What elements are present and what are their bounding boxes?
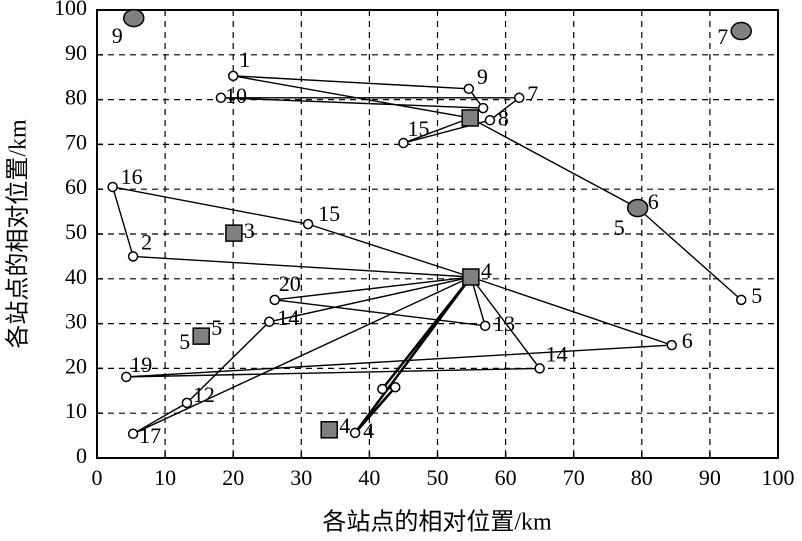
y-tick-label: 10	[65, 398, 87, 423]
station	[463, 83, 475, 95]
point-label: 5	[179, 329, 190, 354]
point-label: 4	[363, 418, 374, 443]
point-label: 19	[130, 352, 152, 377]
y-tick-label: 0	[76, 443, 87, 468]
station	[264, 316, 275, 328]
point-label: 6	[682, 328, 693, 353]
x-tick-label: 50	[427, 465, 449, 490]
point-label: 3	[244, 218, 255, 243]
station	[215, 92, 227, 104]
station	[107, 181, 118, 193]
x-tick-label: 10	[154, 465, 176, 490]
route	[126, 276, 672, 378]
station	[666, 339, 678, 351]
station	[377, 383, 388, 395]
plot-frame	[96, 9, 779, 459]
point-label: 1	[239, 47, 250, 72]
y-tick-label: 30	[65, 309, 87, 334]
point-label: 20	[279, 271, 301, 296]
route	[354, 276, 472, 434]
y-axis-title: 各站点的相对位置/km	[5, 119, 32, 349]
point-label: 9	[477, 64, 488, 89]
y-tick-label: 60	[65, 174, 87, 199]
x-tick-label: 40	[358, 465, 380, 490]
x-tick-label: 0	[92, 465, 103, 490]
x-tick-label: 80	[631, 465, 653, 490]
center	[626, 198, 649, 218]
station	[181, 397, 193, 409]
point-label: 16	[121, 164, 143, 189]
point-label: 5	[751, 283, 762, 308]
point-label: 7	[527, 81, 538, 106]
route	[274, 276, 487, 327]
y-tick-label: 40	[65, 264, 87, 289]
point-label: 5	[211, 315, 222, 340]
point-label: 10	[225, 83, 247, 108]
y-tick-label: 50	[65, 219, 87, 244]
depot	[192, 327, 210, 345]
station	[398, 137, 409, 149]
x-tick-label: 90	[699, 465, 721, 490]
center	[730, 21, 752, 41]
station	[735, 294, 747, 306]
y-tick-label: 70	[65, 129, 87, 154]
y-tick-label: 80	[65, 85, 87, 110]
depot	[225, 224, 243, 242]
station	[127, 428, 139, 440]
point-label: 15	[318, 201, 340, 226]
station	[390, 381, 401, 393]
point-label: 17	[139, 423, 161, 448]
station	[484, 114, 496, 126]
point-label: 7	[717, 24, 728, 49]
station	[127, 251, 139, 262]
route	[469, 117, 742, 301]
y-tick-label: 90	[65, 40, 87, 65]
point-label: 4	[481, 258, 492, 283]
station	[513, 92, 525, 104]
depot	[320, 421, 338, 439]
point-label: 5	[614, 215, 625, 240]
station	[121, 371, 132, 383]
station	[302, 218, 314, 230]
y-tick-label: 20	[65, 353, 87, 378]
point-label: 15	[407, 116, 429, 141]
x-tick-label: 20	[222, 465, 244, 490]
point-label: 14	[277, 305, 299, 330]
x-axis-title: 各站点的相对位置/km	[322, 509, 552, 536]
x-tick-label: 30	[290, 465, 312, 490]
x-tick-label: 100	[762, 465, 795, 490]
station	[269, 294, 280, 306]
point-label: 4	[339, 413, 350, 438]
route	[111, 186, 472, 278]
station	[534, 363, 545, 374]
station	[227, 70, 239, 82]
route	[132, 276, 472, 435]
point-label: 12	[193, 382, 215, 407]
depot	[461, 109, 479, 127]
point-label: 14	[546, 341, 568, 366]
y-tick-label: 100	[54, 0, 87, 20]
depot	[462, 268, 480, 286]
point-label: 6	[648, 189, 659, 214]
station	[349, 427, 361, 439]
point-label: 9	[112, 23, 123, 48]
station	[477, 102, 489, 114]
center	[123, 8, 145, 28]
x-tick-label: 70	[563, 465, 585, 490]
station	[479, 320, 491, 332]
point-label: 13	[493, 311, 515, 336]
point-label: 2	[141, 229, 152, 254]
x-tick-label: 60	[495, 465, 517, 490]
point-label: 8	[498, 105, 509, 130]
